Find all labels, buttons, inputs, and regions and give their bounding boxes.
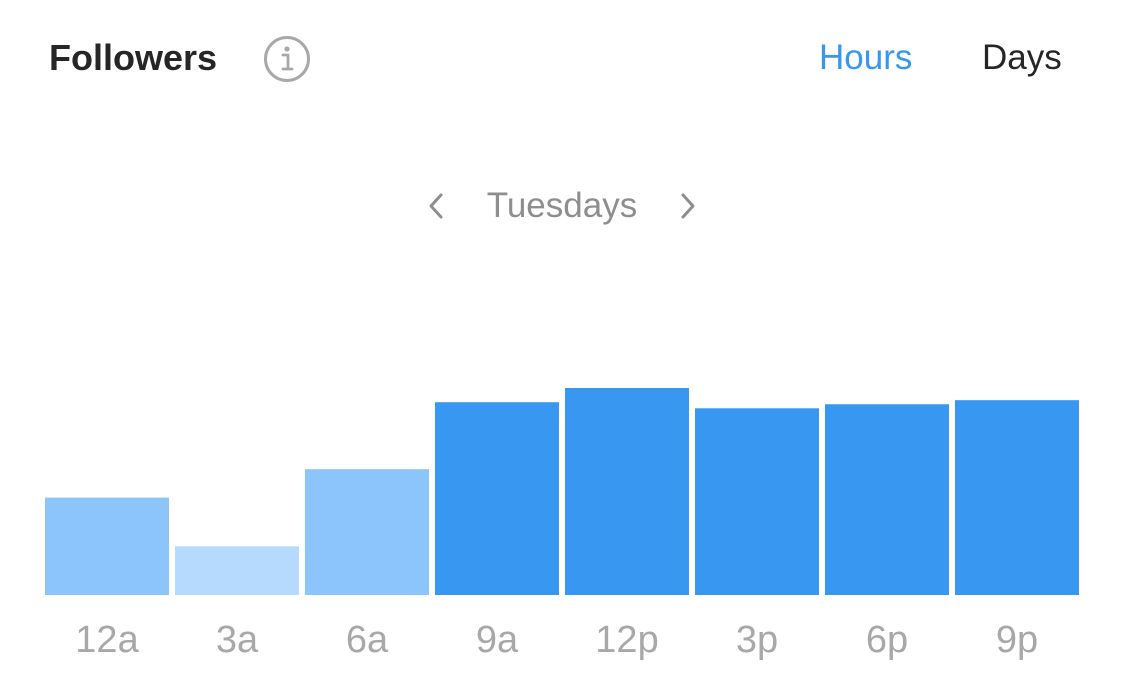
x-tick-label: 9a — [476, 619, 519, 661]
x-tick-label: 6p — [866, 619, 908, 661]
tab-days[interactable]: Days — [982, 38, 1062, 77]
period-selector: Tuesdays — [0, 182, 1125, 230]
bar-3p[interactable] — [695, 408, 819, 595]
bar-9p[interactable] — [955, 400, 1079, 595]
bar-6a[interactable] — [305, 469, 429, 595]
chevron-right-icon[interactable] — [672, 191, 702, 221]
bar-9a[interactable] — [435, 402, 559, 595]
chevron-left-icon[interactable] — [422, 191, 452, 221]
info-icon[interactable] — [263, 35, 311, 83]
x-tick-label: 12a — [75, 619, 139, 661]
followers-bar-chart: 12a 3a 6a 9a 12p 3p 6p 9p — [45, 388, 1079, 661]
bar-3a[interactable] — [175, 546, 299, 595]
page-title: Followers — [49, 37, 218, 78]
bar-12a[interactable] — [45, 497, 169, 595]
tab-hours[interactable]: Hours — [819, 38, 913, 77]
x-tick-label: 9p — [996, 619, 1038, 661]
x-tick-label: 12p — [595, 619, 658, 661]
bar-12p[interactable] — [565, 388, 689, 595]
period-label: Tuesdays — [486, 186, 638, 225]
x-tick-label: 6a — [346, 619, 389, 661]
x-tick-label: 3p — [736, 619, 778, 661]
x-tick-label: 3a — [216, 619, 259, 661]
bar-6p[interactable] — [825, 404, 949, 595]
